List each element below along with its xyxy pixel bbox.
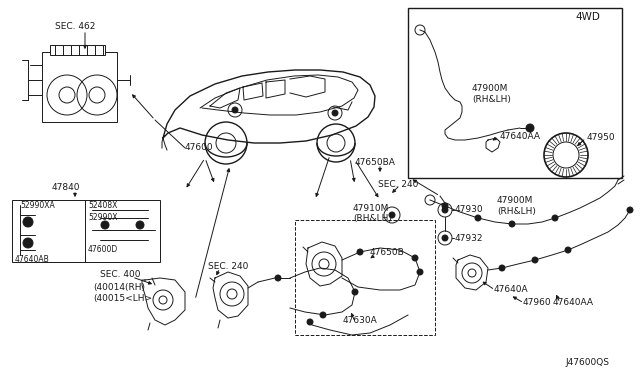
Bar [408, 8, 622, 178]
Circle shape [136, 221, 144, 229]
Circle shape [26, 241, 30, 245]
Text: 47840: 47840 [52, 183, 81, 192]
Text: 47910M: 47910M [353, 204, 389, 213]
Text: 52408X: 52408X [88, 201, 117, 210]
Text: 47600D: 47600D [88, 245, 118, 254]
Circle shape [565, 247, 571, 253]
Text: 47960: 47960 [523, 298, 552, 307]
Circle shape [442, 207, 448, 213]
Text: SEC. 240: SEC. 240 [378, 180, 419, 189]
Circle shape [552, 215, 558, 221]
Text: 47630A: 47630A [343, 316, 378, 325]
Text: J47600QS: J47600QS [565, 358, 609, 367]
Circle shape [442, 203, 448, 209]
Circle shape [532, 257, 538, 263]
Circle shape [417, 269, 423, 275]
Text: 47640AA: 47640AA [553, 298, 594, 307]
Text: 47900M: 47900M [472, 84, 508, 93]
Circle shape [232, 107, 238, 113]
Circle shape [307, 319, 313, 325]
Text: (40015<LH>: (40015<LH> [93, 294, 152, 303]
Text: 47950: 47950 [587, 133, 616, 142]
Text: SEC. 240: SEC. 240 [208, 262, 248, 271]
Text: 52990XA: 52990XA [20, 201, 55, 210]
Text: (RH&LH): (RH&LH) [497, 207, 536, 216]
Text: SEC. 400: SEC. 400 [100, 270, 141, 279]
Circle shape [526, 124, 534, 132]
Circle shape [332, 110, 338, 116]
Circle shape [627, 207, 633, 213]
Circle shape [499, 265, 505, 271]
Circle shape [352, 289, 358, 295]
Circle shape [320, 312, 326, 318]
Text: 47640AB: 47640AB [15, 255, 50, 264]
Bar [295, 220, 435, 335]
Circle shape [275, 275, 281, 281]
Circle shape [389, 212, 395, 218]
Text: SEC. 462: SEC. 462 [55, 22, 95, 31]
Circle shape [475, 215, 481, 221]
Circle shape [23, 217, 33, 227]
Circle shape [509, 221, 515, 227]
Text: 4WD: 4WD [575, 12, 600, 22]
Text: 47932: 47932 [455, 234, 483, 243]
Text: (40014(RH): (40014(RH) [93, 283, 145, 292]
Text: 47640A: 47640A [494, 285, 529, 294]
Text: 47900M: 47900M [497, 196, 533, 205]
Text: (RH&LH): (RH&LH) [353, 214, 392, 223]
Text: 47640AA: 47640AA [500, 132, 541, 141]
Text: 47650B: 47650B [370, 248, 404, 257]
Circle shape [26, 220, 30, 224]
Bar [12, 200, 160, 262]
FancyBboxPatch shape [42, 52, 117, 122]
Text: 47930: 47930 [455, 205, 484, 214]
Circle shape [23, 238, 33, 248]
Circle shape [412, 255, 418, 261]
Circle shape [442, 235, 448, 241]
Text: 47600: 47600 [185, 143, 214, 152]
Circle shape [357, 249, 363, 255]
Circle shape [101, 221, 109, 229]
Text: (RH&LH): (RH&LH) [472, 95, 511, 104]
Text: 47650BA: 47650BA [355, 158, 396, 167]
Bar [50, 45, 105, 55]
Text: 52990X: 52990X [88, 213, 118, 222]
